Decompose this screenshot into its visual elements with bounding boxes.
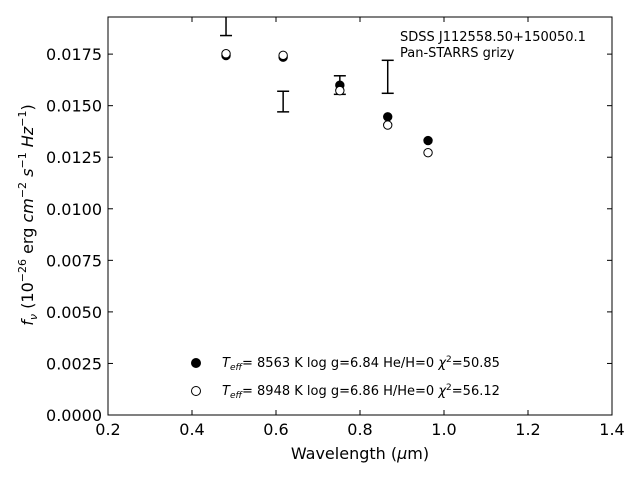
model-point-open xyxy=(221,49,231,59)
y-tick-label: 0.0000 xyxy=(46,406,102,425)
y-axis-label: fν (10−26 erg cm−2 s−1 Hz−1) xyxy=(16,104,40,325)
x-tick-label: 1.0 xyxy=(431,420,456,439)
legend-marker-open xyxy=(191,386,201,396)
x-axis: 0.2 0.4 0.6 0.8 1.0 1.2 1.4 xyxy=(95,17,625,439)
x-tick-label: 0.4 xyxy=(179,420,204,439)
x-tick-label: 0.6 xyxy=(263,420,288,439)
y-tick-label: 0.0075 xyxy=(46,251,102,270)
x-axis-label: Wavelength (μm) xyxy=(291,444,429,463)
y-axis: 0.0000 0.0025 0.0050 0.0075 0.0100 0.0125 0.01… xyxy=(46,45,612,425)
annotation-object-name: SDSS J112558.50+150050.1 xyxy=(400,30,586,45)
model-point-filled xyxy=(383,112,393,122)
y-tick-label: 0.0150 xyxy=(46,97,102,116)
legend-marker-filled xyxy=(191,358,201,368)
x-tick-label: 0.2 xyxy=(95,420,120,439)
y-tick-label: 0.0125 xyxy=(46,148,102,167)
x-tick-label: 0.8 xyxy=(347,420,372,439)
observed-errorbars xyxy=(220,17,394,113)
model-point-open xyxy=(278,50,288,61)
legend-entry-2: Teff= 8948 K log g=6.86 H/He=0 χ2=56.12 xyxy=(222,383,500,401)
y-tick-label: 0.0100 xyxy=(46,200,102,219)
legend: Teff= 8563 K log g=6.84 He/H=0 χ2=50.85 … xyxy=(191,355,500,401)
x-tick-label: 1.2 xyxy=(515,420,540,439)
x-tick-label: 1.4 xyxy=(599,420,624,439)
model-point-open xyxy=(423,147,433,158)
model-point-filled xyxy=(423,135,433,146)
annotation-survey: Pan-STARRS grizy xyxy=(400,46,515,61)
model-points xyxy=(221,49,433,158)
y-tick-label: 0.0025 xyxy=(46,354,102,373)
model-point-open xyxy=(383,120,393,130)
legend-entry-1: Teff= 8563 K log g=6.84 He/H=0 χ2=50.85 xyxy=(222,355,500,373)
y-tick-label: 0.0050 xyxy=(46,303,102,322)
model-point-open xyxy=(335,85,345,96)
y-tick-label: 0.0175 xyxy=(46,45,102,64)
